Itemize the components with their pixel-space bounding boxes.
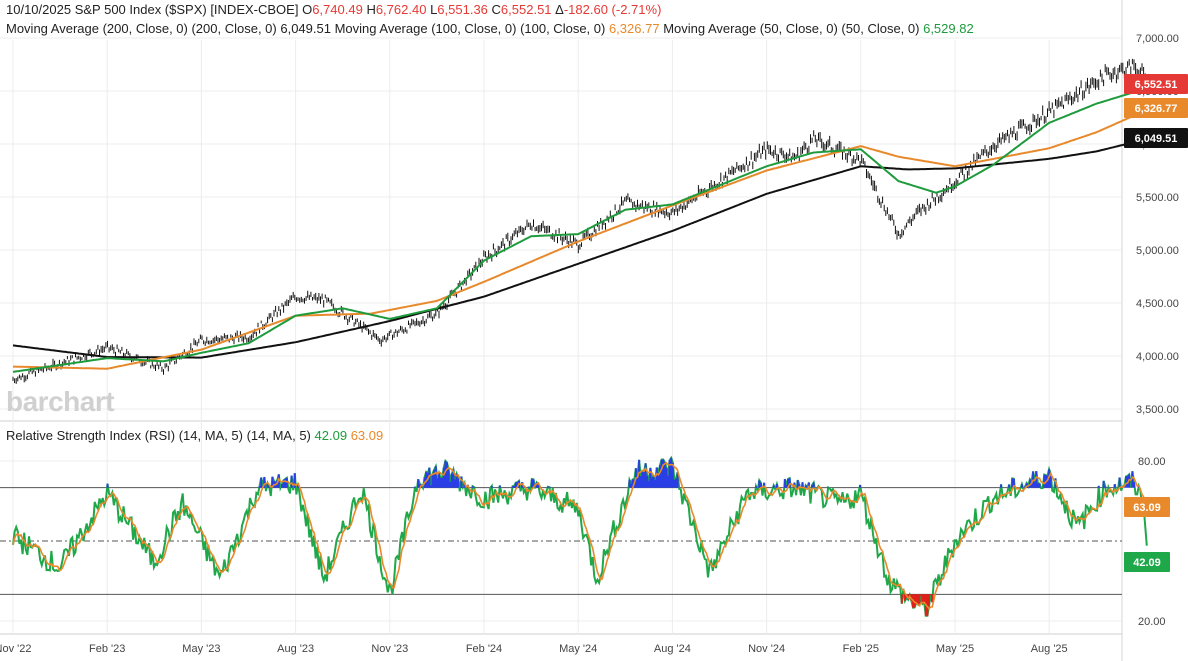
month-label: May '25 [936,643,974,655]
close-value: 6,552.51 [500,2,552,17]
high-value: 6,762.40 [375,2,427,17]
ma100-badge: 6,326.77 [1124,98,1188,118]
month-label: Feb '25 [843,643,879,655]
open-value: 6,740.49 [312,2,363,17]
rsi-header: Relative Strength Index (RSI) (14, MA, 5… [6,428,383,444]
price-tick-label: 5,000.00 [1136,245,1179,257]
month-label: May '24 [559,643,597,655]
badge-label: 63.09 [1133,502,1161,514]
open-label: O [302,2,313,17]
badge-label: 6,049.51 [1135,133,1178,145]
price-tick-label: 5,500.00 [1136,192,1179,204]
low-value: 6,551.36 [437,2,488,17]
ma-header: Moving Average (200, Close, 0) (200, Clo… [6,21,974,37]
ma50-line [12,87,1148,373]
badge-box [1124,552,1170,572]
month-label: Feb '24 [466,643,502,655]
month-label: Nov '22 [0,643,31,655]
badge-box [1124,497,1170,517]
rsi-value: 42.09 [314,428,348,443]
high-label: H [366,2,376,17]
price-tick-label: 7,000.00 [1136,33,1179,45]
badge-label: 6,326.77 [1135,103,1178,115]
rsi-tick-label: 80.00 [1138,456,1166,468]
badge-box [1124,128,1188,148]
ma50-text: Moving Average (50, Close, 0) (50, Close… [663,21,920,36]
change-label: Δ [555,2,564,17]
month-label: Aug '23 [277,643,314,655]
rsi-ma-line [12,461,1148,610]
ma100-text: Moving Average (100, Close, 0) (100, Clo… [334,21,606,36]
low-label: L [430,2,438,17]
month-label: Aug '25 [1031,643,1068,655]
price-tick-label: 4,500.00 [1136,298,1179,310]
close-label: C [491,2,501,17]
close-price-badge: 6,552.51 [1124,74,1188,94]
rsi-text: Relative Strength Index (RSI) (14, MA, 5… [6,428,311,443]
rsi-tick-label: 20.00 [1138,616,1166,628]
ma100-line [13,108,1148,370]
badge-label: 6,552.51 [1135,79,1178,91]
month-label: Feb '23 [89,643,125,655]
rsi-overbought-fill [106,457,1140,488]
price-tick-label: 4,000.00 [1136,351,1179,363]
rsi-oversold-fill [391,594,934,616]
ma200-value: 6,049.51 [280,21,331,36]
header-symbol: S&P 500 Index ($SPX) [INDEX-CBOE] [74,2,299,17]
price-tick-label: 3,500.00 [1136,404,1179,416]
price-header: 10/10/2025 S&P 500 Index ($SPX) [INDEX-C… [6,2,661,18]
badge-label: 42.09 [1133,557,1161,569]
ma50-value: 6,529.82 [923,21,974,36]
month-label: May '23 [182,643,220,655]
month-label: Aug '24 [654,643,691,655]
badge-box [1124,98,1188,118]
rsi-ma-value: 63.09 [350,428,384,443]
rsi-line [12,455,1148,617]
barchart-watermark: barchart [6,386,115,417]
price-bars [12,58,1148,384]
badge-box [1124,74,1188,94]
ma200-badge: 6,049.51 [1124,128,1188,148]
ma200-line [12,138,1148,359]
month-label: Nov '23 [371,643,408,655]
month-label: Nov '24 [748,643,785,655]
ma100-value: 6,326.77 [608,21,660,36]
ma200-text: Moving Average (200, Close, 0) (200, Clo… [6,21,277,36]
header-date: 10/10/2025 [6,2,72,17]
rsi-badge: 42.09 [1124,552,1170,572]
change-value: -182.60 (-2.71%) [563,2,662,17]
rsi-ma-badge: 63.09 [1124,497,1170,517]
